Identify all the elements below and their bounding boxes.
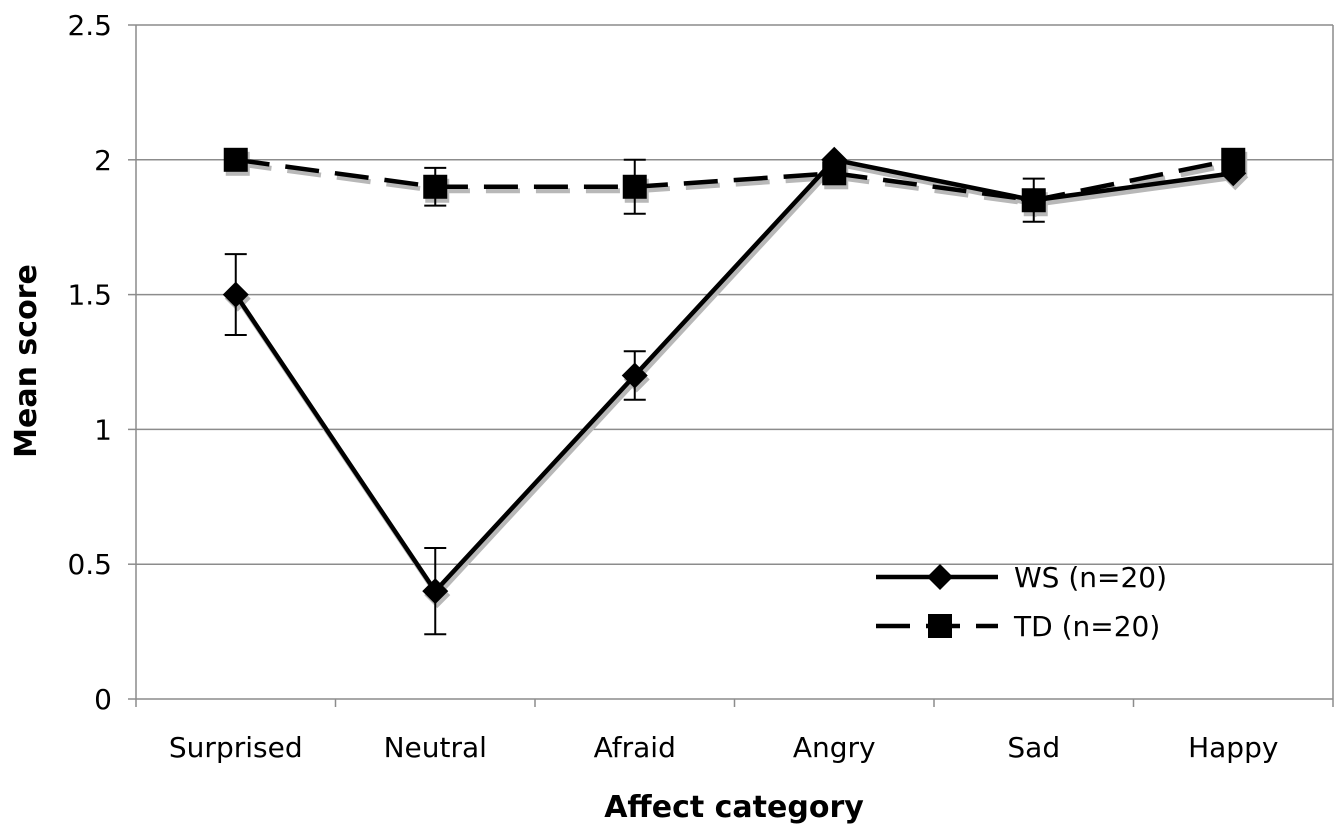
x-tick-label: Neutral xyxy=(384,731,487,764)
data-point-ws xyxy=(621,362,648,389)
y-tick-label: 1.5 xyxy=(67,279,112,312)
series-line-ws xyxy=(233,157,1234,594)
legend-label-ws: WS (n=20) xyxy=(1014,561,1167,594)
data-point-td xyxy=(822,161,847,186)
gridlines xyxy=(136,24,1333,565)
y-tick-label: 2.5 xyxy=(67,9,112,42)
series-shadows xyxy=(224,150,1249,609)
y-tick-label: 2 xyxy=(94,144,112,177)
y-axis-title: Mean score xyxy=(9,264,44,458)
data-point-ws xyxy=(222,281,249,308)
series-shadow-ws xyxy=(235,161,1236,598)
legend-marker-ws xyxy=(927,564,953,590)
y-tick-label: 0 xyxy=(94,683,112,716)
x-tick-label: Happy xyxy=(1188,731,1278,764)
data-point-td xyxy=(423,174,448,199)
data-point-td xyxy=(1221,147,1246,172)
data-point-td xyxy=(622,174,647,199)
y-tick-label: 0.5 xyxy=(67,548,112,581)
legend-label-td: TD (n=20) xyxy=(1013,610,1160,643)
y-tick-label: 1 xyxy=(94,413,112,446)
data-point-td xyxy=(223,147,248,172)
legend: WS (n=20) TD (n=20) xyxy=(876,561,1167,643)
series-shadow-td xyxy=(237,161,1236,207)
x-axis-title: Affect category xyxy=(604,790,864,825)
series xyxy=(222,146,1247,636)
data-point-ws xyxy=(422,578,449,605)
x-tick-label: Surprised xyxy=(169,731,303,764)
x-tick-label: Afraid xyxy=(594,731,676,764)
x-tick-label: Angry xyxy=(793,731,876,764)
x-tick-label: Sad xyxy=(1007,731,1060,764)
series-line-td xyxy=(235,157,1234,203)
data-point-td xyxy=(1021,188,1046,213)
axes xyxy=(128,24,1334,707)
legend-marker-td xyxy=(928,614,952,638)
tick-labels: 0 0.5 1 1.5 2 2.5 Surprised Neutral Afraid Angry S… xyxy=(67,9,1278,764)
